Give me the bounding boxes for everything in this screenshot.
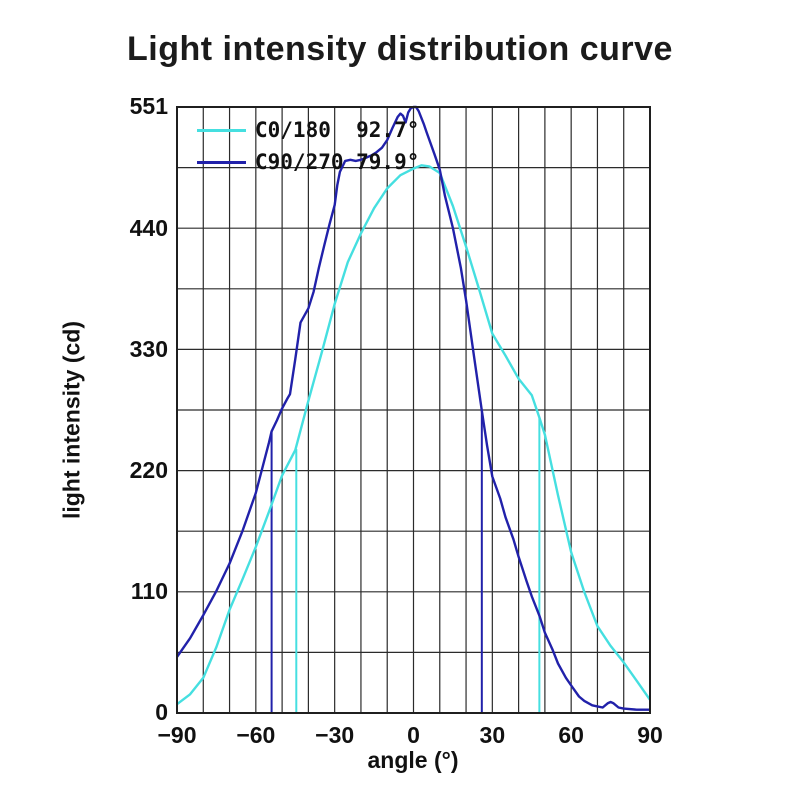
legend-line-c0-180-swatch	[197, 128, 246, 132]
x-tick-label: 90	[637, 722, 663, 748]
chart-legend: C0/180 92.7° C90/270 79.9°	[197, 117, 419, 181]
y-tick-label: 330	[129, 336, 168, 363]
plot-frame	[176, 106, 651, 714]
legend-label-c0-180: C0/180 92.7°	[255, 118, 420, 142]
x-tick-label: 30	[479, 722, 506, 748]
x-tick-label: 0	[407, 722, 420, 748]
curve-C0-180	[176, 164, 651, 706]
x-tick-label: 60	[558, 722, 584, 748]
x-tick-label: −60	[236, 722, 276, 748]
chart-title: Light intensity distribution curve	[127, 30, 673, 68]
legend-line-c90-270-swatch	[197, 160, 246, 164]
legend-entry-c90-270: C90/270 79.9°	[197, 149, 419, 175]
x-tick-label: −90	[157, 722, 197, 748]
legend-label-c90-270: C90/270 79.9°	[255, 150, 420, 174]
y-tick-label: 220	[129, 457, 168, 484]
y-tick-label: 110	[130, 578, 168, 605]
y-tick-label: 440	[129, 215, 168, 242]
y-tick-label: 551	[129, 93, 168, 119]
legend-entry-c0-180: C0/180 92.7°	[197, 117, 419, 143]
y-axis-label: light intensity (cd)	[58, 320, 85, 520]
x-tick-label: −30	[315, 722, 355, 748]
y-tick-label: 0	[155, 699, 168, 725]
x-axis-label: angle (°)	[367, 747, 459, 773]
